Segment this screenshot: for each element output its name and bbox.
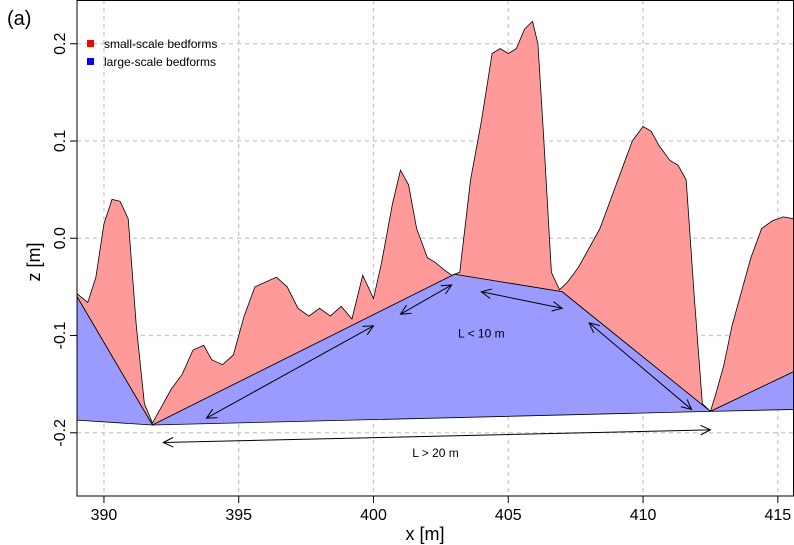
y-tick-label: -0.2 bbox=[52, 419, 69, 447]
y-axis-title: z [m] bbox=[24, 243, 44, 282]
arrow-long bbox=[162, 424, 712, 448]
arrow-shaft bbox=[206, 325, 374, 419]
legend-small-swatch bbox=[87, 40, 94, 47]
arrow-lower-left bbox=[205, 325, 375, 419]
arrow-head bbox=[700, 424, 712, 436]
x-tick-label: 415 bbox=[764, 507, 791, 524]
arrow-lower-right bbox=[588, 322, 693, 411]
x-tick-label: 405 bbox=[495, 507, 522, 524]
large-scale-bedform-area bbox=[76, 273, 794, 426]
arrow-shaft bbox=[481, 291, 563, 309]
arrow-head bbox=[551, 301, 564, 312]
small-scale-bedform-area bbox=[76, 20, 794, 426]
legend-large-label: large-scale bedforms bbox=[104, 55, 216, 69]
x-tick-label: 400 bbox=[360, 507, 387, 524]
arrow-head bbox=[399, 304, 412, 315]
y-tick-label: 0.1 bbox=[52, 130, 69, 152]
arrow-upper-right bbox=[480, 288, 564, 312]
legend-large-swatch bbox=[87, 58, 94, 65]
legend: small-scale bedforms large-scale bedform… bbox=[87, 37, 217, 69]
arrow-shaft bbox=[400, 284, 452, 315]
y-tick-label: 0.2 bbox=[52, 33, 69, 55]
panel-label: (a) bbox=[7, 8, 31, 30]
x-axis-ticks: 390 395 400 405 410 415 bbox=[91, 496, 791, 524]
arrow-head bbox=[480, 288, 493, 299]
arrow-head bbox=[362, 325, 375, 336]
arrow-shaft bbox=[588, 322, 692, 410]
annotation-long-wavelength: L > 20 m bbox=[412, 446, 459, 460]
arrow-head bbox=[588, 322, 600, 334]
x-tick-label: 395 bbox=[225, 507, 252, 524]
arrow-upper-left bbox=[399, 284, 453, 315]
arrow-shaft bbox=[163, 429, 711, 444]
x-tick-label: 390 bbox=[91, 507, 118, 524]
legend-small-label: small-scale bedforms bbox=[104, 37, 217, 51]
annotation-short-wavelength: L < 10 m bbox=[458, 327, 505, 341]
arrow-head bbox=[440, 284, 453, 295]
arrow-head bbox=[162, 437, 174, 448]
bedform-areas bbox=[76, 20, 794, 426]
arrow-head bbox=[205, 408, 218, 419]
x-tick-label: 410 bbox=[630, 507, 657, 524]
x-axis-title: x [m] bbox=[406, 524, 445, 544]
wavelength-arrows bbox=[162, 284, 712, 448]
y-tick-label: -0.1 bbox=[52, 322, 69, 350]
arrow-head bbox=[680, 399, 693, 411]
y-axis-ticks: -0.2 -0.1 0.0 0.1 0.2 bbox=[52, 33, 77, 447]
y-tick-label: 0.0 bbox=[52, 227, 69, 249]
